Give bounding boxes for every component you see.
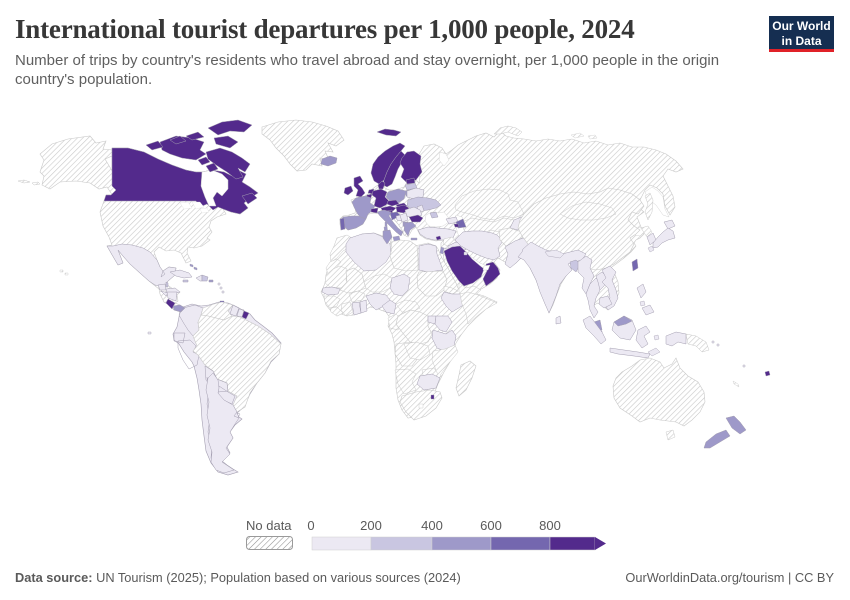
svg-text:No data: No data bbox=[246, 518, 292, 533]
svg-text:600: 600 bbox=[480, 518, 502, 533]
svg-text:0: 0 bbox=[307, 518, 314, 533]
svg-text:200: 200 bbox=[360, 518, 382, 533]
svg-text:400: 400 bbox=[421, 518, 443, 533]
svg-text:800: 800 bbox=[539, 518, 561, 533]
